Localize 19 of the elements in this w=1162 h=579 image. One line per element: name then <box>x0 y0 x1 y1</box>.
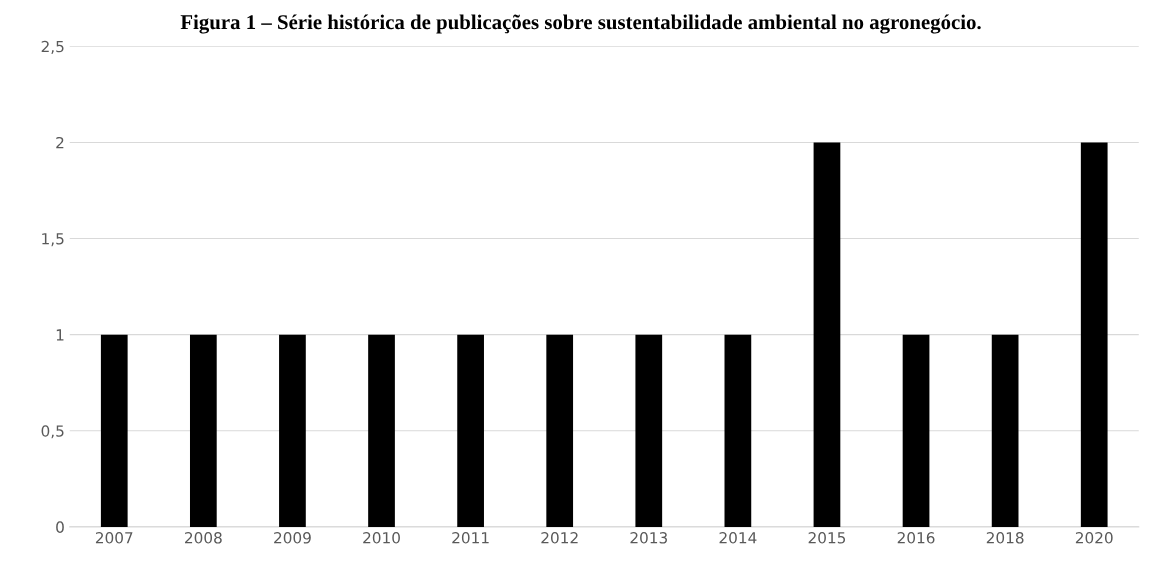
x-tick-label: 2007 <box>95 532 133 544</box>
x-tick-label: 2016 <box>897 532 935 544</box>
chart-title: Figura 1 – Série histórica de publicações sobre sustentabilidade ambiental no agronegócio. <box>180 14 981 34</box>
x-tick-label: 2018 <box>986 532 1024 544</box>
x-tick-label: 2013 <box>630 532 667 544</box>
x-tick-label: 2020 <box>1075 532 1113 544</box>
x-tick-label: 2014 <box>719 532 757 544</box>
x-tick-label: 2015 <box>808 532 846 544</box>
y-tick-label: 2 <box>56 136 64 149</box>
y-tick-label: 2,5 <box>41 40 64 54</box>
y-tick-label: 1,5 <box>42 233 64 247</box>
x-tick-label: 2009 <box>274 532 311 544</box>
x-tick-label: 2012 <box>541 532 578 544</box>
y-tick-label: 0,5 <box>41 425 64 439</box>
x-tick-label: 2010 <box>363 532 400 544</box>
y-tick-label: 0 <box>56 521 64 533</box>
y-tick-label: 1 <box>56 329 64 341</box>
x-tick-label: 2008 <box>185 532 222 544</box>
x-tick-label: 2011 <box>452 532 489 544</box>
